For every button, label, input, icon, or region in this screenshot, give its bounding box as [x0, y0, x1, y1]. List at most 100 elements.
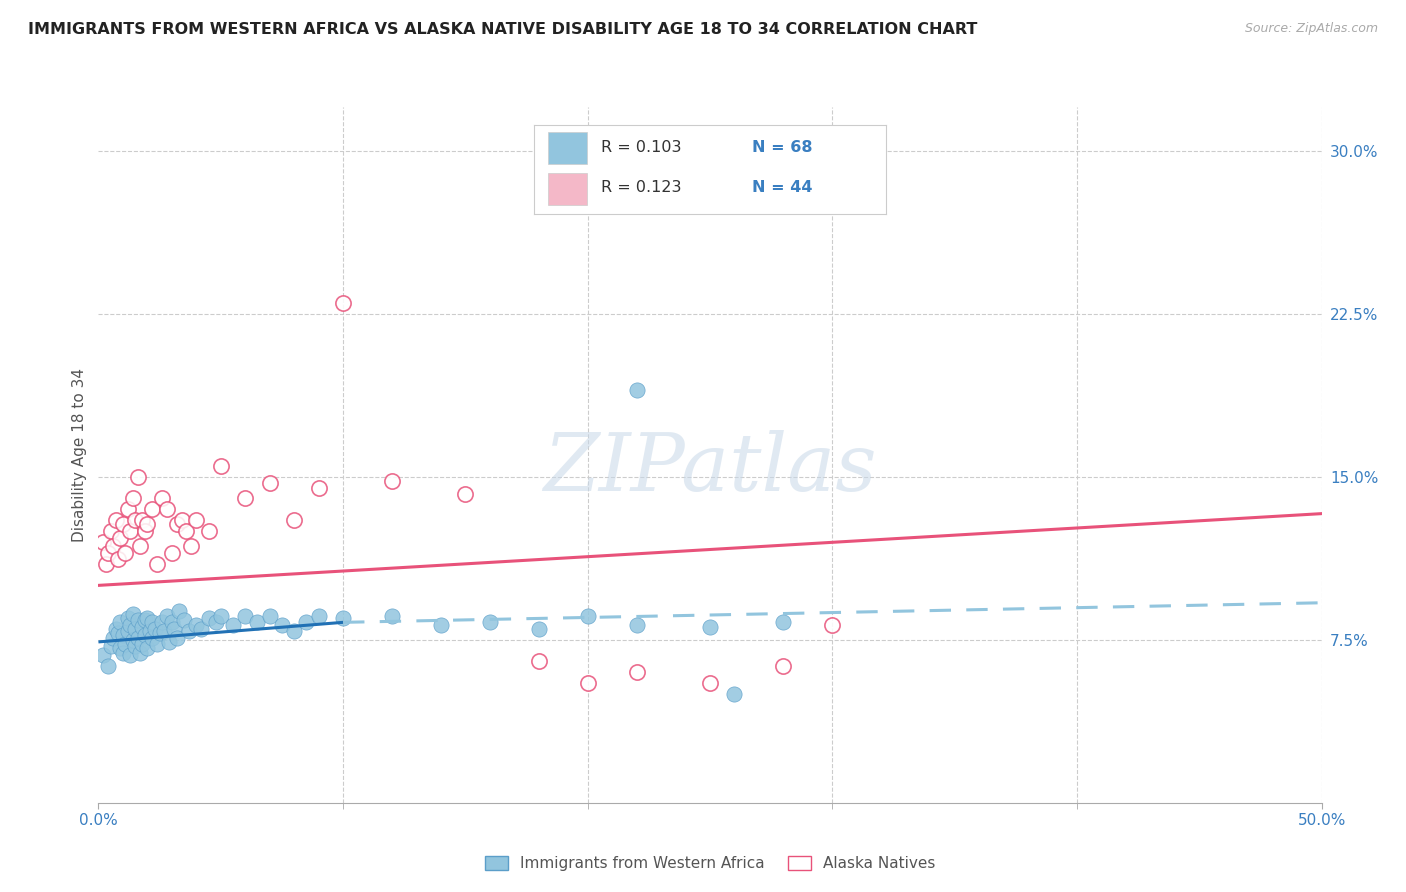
Point — [107, 552, 129, 566]
Point — [576, 608, 599, 623]
Point — [177, 624, 200, 638]
Point — [209, 458, 232, 473]
Text: R = 0.103: R = 0.103 — [602, 140, 682, 155]
Point — [97, 658, 120, 673]
Text: IMMIGRANTS FROM WESTERN AFRICA VS ALASKA NATIVE DISABILITY AGE 18 TO 34 CORRELAT: IMMIGRANTS FROM WESTERN AFRICA VS ALASKA… — [28, 22, 977, 37]
Point — [246, 615, 269, 630]
Point — [134, 628, 156, 642]
Point — [173, 613, 195, 627]
Point — [233, 491, 256, 506]
Point — [527, 622, 550, 636]
Point — [124, 622, 146, 636]
Point — [131, 637, 153, 651]
Point — [141, 631, 163, 645]
Point — [146, 637, 169, 651]
Point — [381, 608, 404, 623]
Point — [699, 676, 721, 690]
Point — [332, 295, 354, 310]
Point — [100, 639, 122, 653]
Point — [205, 615, 228, 630]
Point — [283, 624, 305, 638]
Point — [626, 617, 648, 632]
Point — [163, 622, 186, 636]
Point — [124, 513, 146, 527]
Point — [111, 646, 134, 660]
Point — [150, 615, 173, 630]
Point — [124, 639, 146, 653]
Point — [197, 524, 219, 538]
Point — [454, 487, 477, 501]
Y-axis label: Disability Age 18 to 34: Disability Age 18 to 34 — [72, 368, 87, 542]
Point — [209, 608, 232, 623]
Text: Source: ZipAtlas.com: Source: ZipAtlas.com — [1244, 22, 1378, 36]
Point — [478, 615, 501, 630]
Point — [91, 535, 114, 549]
Point — [308, 608, 330, 623]
Point — [141, 502, 163, 516]
Point — [134, 524, 156, 538]
Point — [117, 624, 139, 638]
Point — [127, 613, 149, 627]
Point — [283, 513, 305, 527]
Point — [100, 524, 122, 538]
Point — [97, 546, 120, 560]
Point — [160, 546, 183, 560]
Point — [136, 641, 159, 656]
Point — [127, 469, 149, 483]
Point — [166, 631, 188, 645]
Point — [157, 635, 180, 649]
Point — [197, 611, 219, 625]
Point — [134, 613, 156, 627]
Point — [120, 617, 142, 632]
Point — [170, 513, 193, 527]
Point — [136, 611, 159, 625]
Point — [114, 637, 136, 651]
Point — [139, 624, 162, 638]
Point — [156, 502, 179, 516]
Point — [270, 617, 294, 632]
Point — [222, 617, 245, 632]
Point — [167, 605, 190, 619]
Point — [295, 615, 318, 630]
Point — [233, 608, 256, 623]
Point — [121, 632, 143, 647]
Point — [430, 617, 453, 632]
Point — [104, 513, 127, 527]
Point — [186, 617, 208, 632]
Point — [136, 517, 159, 532]
Point — [121, 607, 143, 621]
Point — [111, 628, 134, 642]
Point — [176, 524, 198, 538]
Point — [104, 622, 127, 636]
Point — [110, 615, 132, 630]
Point — [114, 546, 136, 560]
FancyBboxPatch shape — [548, 132, 588, 164]
Point — [91, 648, 114, 662]
Point — [626, 383, 648, 397]
Point — [259, 608, 281, 623]
Point — [160, 615, 183, 630]
Point — [129, 646, 152, 660]
Point — [117, 502, 139, 516]
Point — [131, 513, 153, 527]
Point — [107, 626, 129, 640]
Point — [129, 539, 152, 553]
Point — [141, 615, 163, 630]
Point — [110, 531, 132, 545]
Point — [332, 611, 354, 625]
Point — [149, 626, 172, 640]
Point — [150, 491, 173, 506]
Point — [127, 631, 149, 645]
Point — [94, 557, 117, 571]
Point — [626, 665, 648, 680]
Point — [156, 608, 179, 623]
Point — [166, 517, 188, 532]
Point — [723, 687, 745, 701]
Legend: Immigrants from Western Africa, Alaska Natives: Immigrants from Western Africa, Alaska N… — [477, 848, 943, 879]
Point — [772, 615, 794, 630]
Point — [699, 620, 721, 634]
Text: R = 0.123: R = 0.123 — [602, 180, 682, 195]
Point — [527, 655, 550, 669]
Point — [180, 539, 202, 553]
Point — [131, 620, 153, 634]
